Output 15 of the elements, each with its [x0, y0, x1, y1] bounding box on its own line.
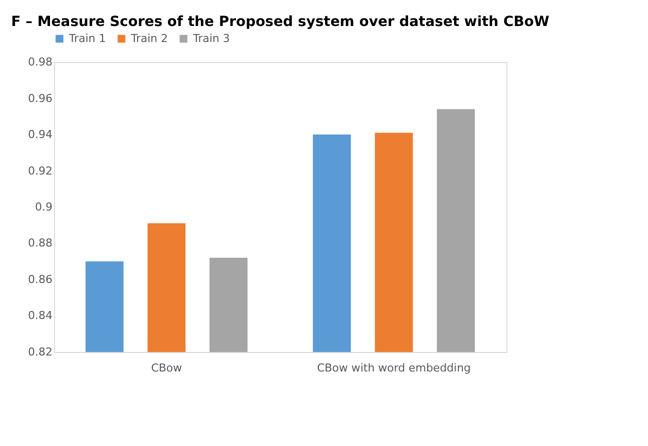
y-tick-label: 0.84	[28, 309, 52, 322]
y-tick-label: 0.98	[28, 56, 52, 68]
legend-label: Train 3	[192, 32, 230, 45]
y-tick-label: 0.94	[28, 128, 52, 141]
x-tick-label: CBow	[151, 362, 182, 374]
chart-title: F – Measure Scores of the Proposed system over dataset with CBoW	[11, 14, 550, 30]
legend-label: Train 2	[130, 32, 168, 45]
y-tick-label: 0.82	[28, 346, 52, 358]
y-tick-label: 0.86	[28, 273, 52, 286]
y-tick-label: 0.88	[28, 236, 52, 250]
legend-label: Train 1	[68, 32, 106, 45]
y-tick-label: 0.96	[28, 92, 52, 105]
y-tick-label: 0.9	[35, 200, 52, 214]
x-tick-label: CBow with word embedding	[316, 362, 471, 374]
y-tick-label: 0.92	[28, 164, 52, 178]
